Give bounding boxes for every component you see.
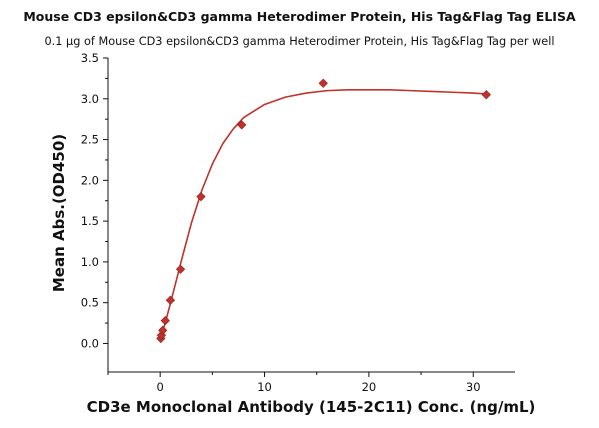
- y-tick-label: 3.0: [81, 92, 99, 106]
- y-tick-label: 0.5: [81, 296, 99, 310]
- y-tick-label: 1.0: [81, 255, 99, 269]
- data-point: [481, 90, 491, 100]
- data-point: [237, 120, 247, 130]
- data-point: [160, 315, 170, 326]
- y-tick-label: 2.5: [81, 133, 99, 147]
- x-tick-label: 0: [157, 380, 164, 394]
- y-tick-label: 2.0: [81, 173, 99, 187]
- y-tick-label: 3.5: [81, 51, 99, 65]
- x-tick-label: 10: [257, 380, 272, 394]
- data-points-layer: [156, 78, 491, 344]
- fit-curve-layer: [159, 89, 487, 340]
- axes: 0.0 0.5 1.0 1.5 2.0 2.5 3.0 3.5 0 10 20 30: [81, 51, 515, 394]
- x-axis-label: CD3e Monoclonal Antibody (145-2C11) Conc…: [87, 398, 536, 416]
- y-tick-label: 1.5: [81, 214, 99, 228]
- data-point: [156, 330, 167, 340]
- chart-subtitle: 0.1 μg of Mouse CD3 epsilon&CD3 gamma He…: [44, 35, 555, 48]
- data-point: [175, 264, 186, 274]
- y-axis-label: Mean Abs.(OD450): [50, 134, 68, 292]
- data-point: [158, 325, 168, 336]
- data-point: [165, 295, 175, 305]
- y-tick-label: 0.0: [81, 336, 99, 350]
- chart-title: Mouse CD3 epsilon&CD3 gamma Heterodimer …: [23, 9, 576, 24]
- x-tick-label: 30: [466, 380, 481, 394]
- fit-curve: [159, 89, 487, 340]
- x-tick-label: 20: [362, 380, 377, 394]
- data-point: [318, 78, 328, 88]
- data-point: [196, 192, 206, 202]
